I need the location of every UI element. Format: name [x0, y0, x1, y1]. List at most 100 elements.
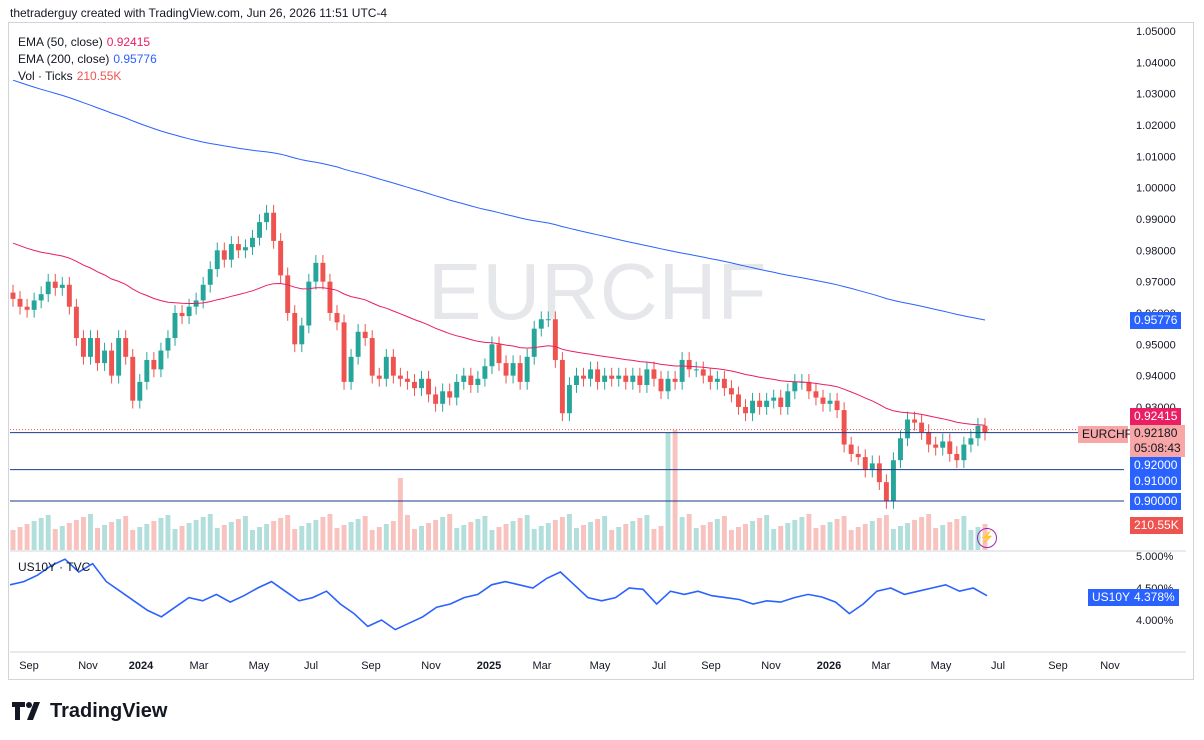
volume-bar: [306, 523, 312, 550]
volume-bar: [700, 525, 706, 550]
candle-body: [31, 300, 37, 310]
candle-body: [545, 319, 551, 321]
candle-body: [623, 375, 629, 382]
x-tick-label: Nov: [421, 660, 441, 672]
y-tick-label: 1.04000: [1136, 57, 1176, 69]
candle-body: [17, 298, 23, 307]
legend-ema50-value: 0.92415: [106, 35, 151, 49]
volume-bar: [17, 527, 23, 550]
volume-bar: [369, 530, 375, 550]
volume-tag: 210.55K: [1130, 517, 1183, 534]
candle-body: [778, 397, 784, 407]
volume-bar: [341, 525, 347, 550]
candle-body: [257, 222, 262, 238]
candle-body: [890, 460, 896, 501]
volume-bar: [235, 519, 241, 550]
x-tick-label: Nov: [78, 660, 98, 672]
volume-bar: [461, 525, 467, 550]
candle-body: [714, 378, 720, 382]
x-tick-label: Nov: [1100, 660, 1120, 672]
legend-volume[interactable]: Vol · Ticks 210.55K: [18, 69, 121, 83]
legend-ema200[interactable]: EMA (200, close) 0.95776: [18, 52, 157, 66]
volume-bar: [214, 528, 220, 550]
candle-body: [102, 350, 108, 364]
candle-body: [721, 378, 727, 389]
candle-body: [750, 400, 756, 414]
symbol-tag: EURCHF: [1078, 426, 1132, 443]
tradingview-logo[interactable]: TradingView: [12, 698, 167, 724]
volume-bar: [665, 433, 671, 550]
candle-body: [503, 363, 509, 376]
volume-bar: [813, 528, 819, 550]
volume-bar: [728, 530, 734, 550]
volume-bar: [623, 524, 629, 550]
legend-sub[interactable]: US10Y · TVC: [18, 560, 90, 574]
volume-bar: [475, 519, 481, 550]
volume-bar: [926, 514, 932, 550]
candle-body: [496, 344, 502, 364]
volume-bar: [524, 515, 530, 550]
candle-body: [369, 338, 375, 376]
volume-bar: [651, 529, 657, 550]
volume-bar: [855, 527, 861, 550]
volume-bar: [898, 526, 903, 550]
volume-bar: [193, 520, 199, 550]
symbol-watermark: EURCHF: [428, 247, 768, 336]
volume-bar: [454, 528, 460, 550]
legend-ema50[interactable]: EMA (50, close) 0.92415: [18, 35, 150, 49]
x-tick-label: May: [249, 660, 270, 672]
x-tick-label: Sep: [361, 660, 381, 672]
volume-bar: [869, 521, 875, 550]
legend-ema200-value: 0.95776: [113, 52, 157, 66]
volume-bar: [841, 516, 847, 550]
candle-body: [320, 262, 326, 282]
candle-body: [743, 406, 748, 414]
candle-body: [806, 381, 812, 392]
candle-body: [588, 369, 594, 379]
ema50-line: [12, 242, 986, 426]
y-tick-label: 0.97000: [1136, 277, 1176, 289]
volume-bar: [299, 526, 305, 550]
candle-body: [95, 338, 100, 364]
volume-bar: [200, 517, 206, 550]
volume-bar: [757, 518, 763, 550]
sub-y-tick-label: 5.000%: [1136, 551, 1174, 563]
volume-bar: [954, 519, 960, 550]
candle-body: [66, 284, 72, 307]
volume-bar: [602, 516, 608, 550]
candle-body: [644, 369, 650, 386]
candle-body: [10, 292, 16, 299]
volume-bar: [144, 524, 150, 550]
volume-bar: [658, 526, 664, 550]
candle-body: [419, 378, 424, 389]
candle-body: [771, 397, 777, 401]
legend-ema50-label: EMA (50, close): [18, 35, 103, 49]
candle-body: [517, 363, 523, 382]
volume-bar: [834, 519, 840, 550]
volume-bar: [637, 518, 643, 550]
volume-bar: [80, 517, 86, 550]
candle-body: [595, 369, 601, 382]
volume-bar: [362, 516, 368, 550]
volume-bar: [440, 517, 446, 550]
volume-bar: [968, 530, 974, 550]
volume-bar: [102, 525, 108, 550]
volume-bar: [503, 524, 509, 550]
lightning-icon[interactable]: ⚡: [977, 528, 997, 548]
candle-body: [919, 422, 925, 433]
candle-body: [876, 463, 882, 483]
volume-bar: [31, 521, 37, 550]
candle-body: [461, 375, 467, 382]
candle-body: [390, 356, 396, 376]
candle-body: [940, 441, 946, 448]
candle-body: [179, 312, 185, 317]
volume-bar: [151, 521, 157, 550]
candle-body: [130, 356, 136, 401]
candle-body: [200, 284, 206, 301]
candle-body: [848, 444, 854, 454]
candle-body: [566, 385, 572, 414]
volume-bar: [278, 518, 284, 550]
candle-body: [80, 338, 86, 357]
volume-bar: [172, 529, 178, 550]
